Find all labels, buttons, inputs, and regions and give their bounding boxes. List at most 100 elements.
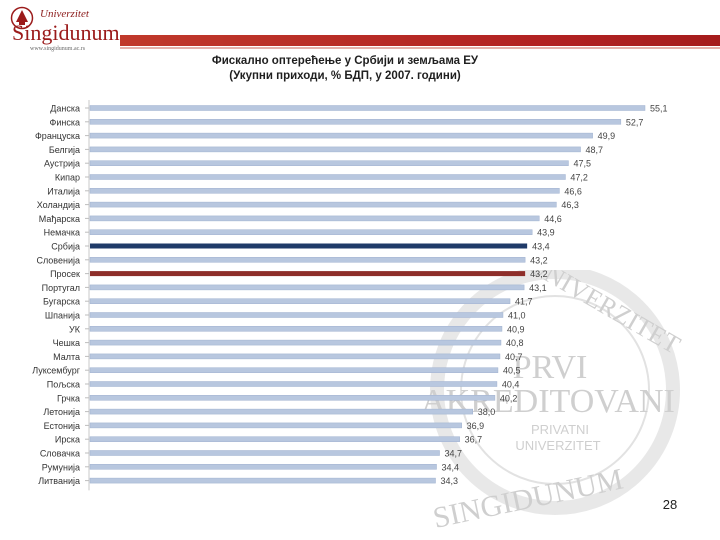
category-label: Мађарска (39, 214, 80, 224)
value-label: 40,4 (502, 380, 520, 390)
value-label: 41,0 (508, 311, 526, 321)
category-label: Малта (53, 352, 80, 362)
value-label: 44,6 (544, 214, 562, 224)
value-label: 40,7 (505, 352, 523, 362)
value-label: 43,2 (530, 255, 548, 265)
bar (89, 257, 526, 263)
category-label: Аустрија (44, 159, 80, 169)
bar (89, 464, 437, 470)
value-label: 34,7 (445, 449, 463, 459)
page-number: 28 (662, 497, 678, 512)
watermark-line1: PRVI (513, 349, 588, 386)
category-label: Данска (50, 104, 80, 114)
slide-header: Univerzitet Singidunum www.singidunum.ac… (0, 0, 720, 60)
category-label: Финска (50, 117, 80, 127)
bar (89, 395, 496, 401)
bar (89, 215, 540, 222)
value-label: 43,1 (529, 283, 547, 293)
category-label: Чешка (53, 338, 80, 348)
logo-name-text: Singidunum (12, 20, 120, 45)
bar (89, 229, 533, 235)
chart-title-line1: Фискално оптерећење у Србији и земљама Е… (211, 55, 479, 67)
category-label: Кипар (55, 173, 80, 183)
bar (90, 271, 526, 277)
category-label: Шпанија (45, 311, 80, 321)
value-label: 34,4 (441, 462, 459, 472)
category-label: Летонија (43, 407, 80, 417)
header-red-band (120, 35, 720, 46)
bar (89, 160, 569, 166)
category-label: Словенија (36, 255, 80, 265)
university-seal-watermark: UNIVERZITET PRVI AKREDITOVANI PRIVATNI U… (421, 270, 685, 535)
logo-university-text: Univerzitet (40, 8, 89, 20)
value-label: 55,1 (650, 104, 668, 114)
bar (89, 146, 581, 153)
category-label: Литванија (38, 476, 80, 486)
value-label: 47,2 (570, 173, 588, 183)
bar (89, 367, 499, 373)
bar (89, 174, 566, 180)
bar (89, 298, 511, 304)
category-label: Просек (50, 269, 80, 279)
category-label: Бугарска (43, 297, 80, 307)
value-label: 43,9 (537, 228, 555, 238)
bar (89, 119, 622, 125)
chart-title-line2: (Укупни приходи, % БДП, у 2007. години) (229, 70, 461, 82)
bar (90, 243, 528, 249)
bar (89, 353, 501, 360)
bar (89, 450, 440, 456)
category-label: Луксембург (32, 366, 80, 376)
value-label: 34,3 (440, 476, 458, 486)
fiscal-burden-bar-chart: Данска 55,1 Финска 52,7 Француска 49,9 Белгија… (0, 95, 720, 495)
bar (89, 436, 460, 442)
category-label: Естонија (44, 421, 80, 431)
value-label: 52,7 (626, 117, 644, 127)
bar (89, 477, 436, 484)
header-red-band-accent (120, 47, 720, 49)
value-label: 43,4 (532, 242, 550, 252)
bar (89, 201, 557, 208)
value-label: 47,5 (573, 159, 591, 169)
bar (89, 339, 502, 346)
logo-emblem-icon (10, 6, 34, 30)
category-label: Италија (47, 186, 80, 196)
category-label: Холандија (37, 200, 80, 210)
bar (89, 422, 462, 429)
value-label: 36,9 (467, 421, 485, 431)
category-label: Грчка (57, 393, 80, 403)
category-label: Румунија (42, 462, 80, 472)
value-label: 36,7 (465, 435, 483, 445)
bar (89, 105, 646, 111)
watermark-line4: UNIVERZITET (515, 438, 600, 453)
value-label: 46,3 (561, 200, 579, 210)
category-label: Ирска (55, 435, 80, 445)
value-label: 46,6 (564, 186, 582, 196)
value-label: 43,2 (530, 269, 548, 279)
value-label: 40,2 (500, 393, 518, 403)
category-label: Португал (42, 283, 80, 293)
category-label: Француска (35, 131, 80, 141)
bar-chart-svg: Данска 55,1 Финска 52,7 Француска 49,9 Белгија… (32, 100, 668, 491)
bar (89, 381, 498, 387)
category-label: Пољска (47, 380, 80, 390)
chart-title: Фискално оптерећење у Србији и земљама Е… (140, 54, 550, 84)
bar (89, 312, 504, 318)
bar (89, 132, 593, 139)
value-label: 41,7 (515, 297, 533, 307)
category-label: УК (69, 324, 81, 334)
value-label: 49,9 (598, 131, 616, 141)
category-label: Словачка (40, 449, 80, 459)
watermark-line3: PRIVATNI (531, 422, 589, 437)
bar (89, 408, 474, 415)
bar (89, 188, 560, 194)
bar (89, 326, 503, 332)
category-label: Немачка (44, 228, 80, 238)
value-label: 38,0 (478, 407, 496, 417)
university-logo: Univerzitet Singidunum www.singidunum.ac… (10, 6, 120, 54)
category-label: Србија (51, 242, 80, 252)
value-label: 40,5 (503, 366, 521, 376)
category-label: Белгија (49, 145, 80, 155)
value-label: 40,8 (506, 338, 524, 348)
value-label: 40,9 (507, 324, 525, 334)
logo-url-text: www.singidunum.ac.rs (30, 46, 86, 52)
